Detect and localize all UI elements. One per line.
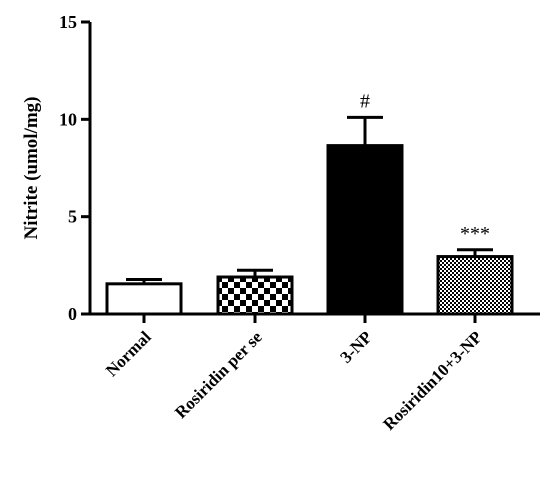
bars: # ***	[105, 90, 514, 316]
bar-0	[105, 282, 183, 316]
x-tick-label: Normal	[102, 327, 155, 380]
x-ticks: Normal Rosiridin per se 3-NP Rosiridin10+3-…	[102, 314, 486, 434]
bar-annotation: #	[360, 90, 370, 112]
y-axis-title: Nitrite (umol/mg)	[21, 97, 42, 240]
x-tick-label: 3-NP	[336, 327, 375, 366]
y-tick-label: 5	[68, 207, 77, 227]
bar-annotation: ***	[460, 223, 490, 245]
bar-1	[216, 275, 294, 316]
y-tick-label: 0	[68, 304, 77, 324]
x-tick-label: Rosiridin10+3-NP	[379, 327, 485, 433]
bar-3	[436, 255, 514, 316]
y-tick-label: 15	[59, 12, 77, 32]
bar-2	[326, 144, 404, 316]
y-ticks: 0 5 10 15	[59, 12, 90, 324]
y-tick-label: 10	[59, 109, 77, 129]
x-tick-label: Rosiridin per se	[171, 327, 266, 422]
